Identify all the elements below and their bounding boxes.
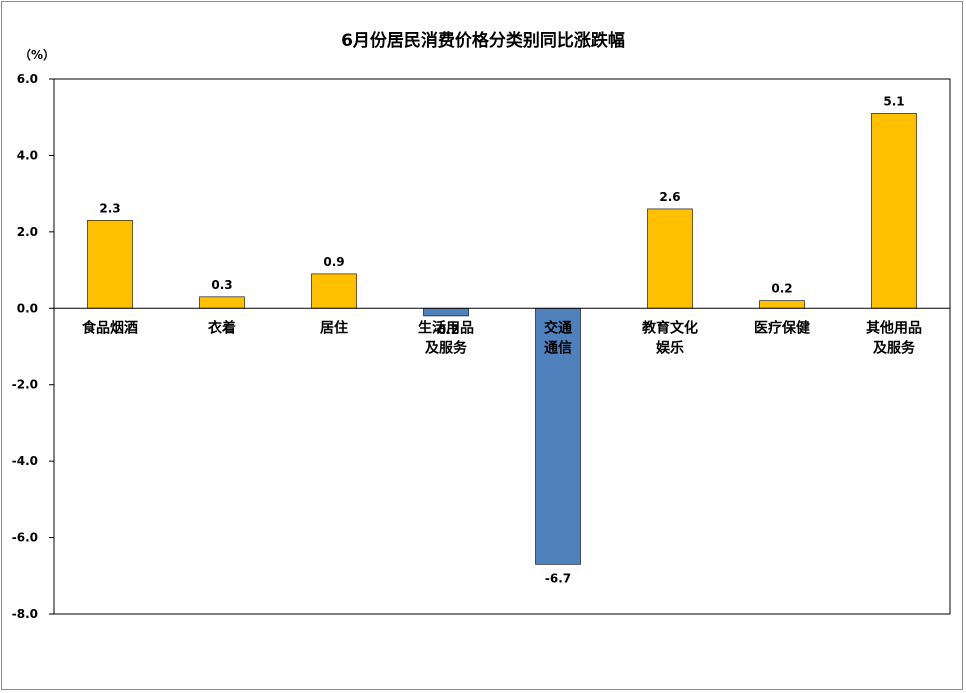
bar [759,300,805,309]
bar-value-label: 0.9 [323,255,344,269]
category-label: 及服务 [873,339,916,356]
category-label: 居住 [320,319,348,336]
bar [311,273,357,309]
bar [423,307,469,317]
y-axis-unit-label: （%） [19,48,56,62]
y-tick-label: 4.0 [17,148,38,162]
bar-value-label: -0.2 [433,323,459,337]
bar [871,113,917,309]
category-label: 食品烟酒 [82,319,138,336]
plot-area-border [53,78,951,615]
y-tick-label: -6.0 [12,531,38,545]
category-label: 教育文化 [642,319,698,336]
bar-value-label: 0.2 [771,282,792,296]
bar [87,220,133,309]
y-tick-label: -4.0 [12,454,38,468]
bar [647,208,693,309]
y-tick-label: 0.0 [17,301,38,315]
bar-value-label: 2.6 [659,190,680,204]
category-label: 衣着 [208,319,236,336]
y-tick-label: -8.0 [12,607,38,621]
category-label: 交通 [544,319,572,336]
bar-value-label: 0.3 [211,278,232,292]
category-label: 通信 [544,339,572,356]
category-label: 生活用品 [418,319,474,336]
bar-series [87,113,917,565]
value-labels: 2.3 0.3 0.9 -0.2 -6.7 2.6 0.2 5.1 [99,94,904,585]
y-axis-ticks: 6.0 4.0 2.0 0.0 -2.0 -4.0 -6.0 -8.0 [12,72,54,621]
category-label: 及服务 [425,339,468,356]
bar-value-label: 5.1 [883,94,904,108]
y-tick-label: -2.0 [12,378,38,392]
bar [535,307,581,565]
category-label: 其他用品 [866,319,922,336]
bar-value-label: 2.3 [99,201,120,215]
y-tick-label: 6.0 [17,72,38,86]
category-label: 娱乐 [656,339,684,356]
chart-title: 6月份居民消费价格分类别同比涨跌幅 [341,31,625,51]
y-tick-label: 2.0 [17,225,38,239]
category-label: 医疗保健 [754,319,810,336]
bar-value-label: -6.7 [545,571,571,585]
bar [199,296,245,309]
